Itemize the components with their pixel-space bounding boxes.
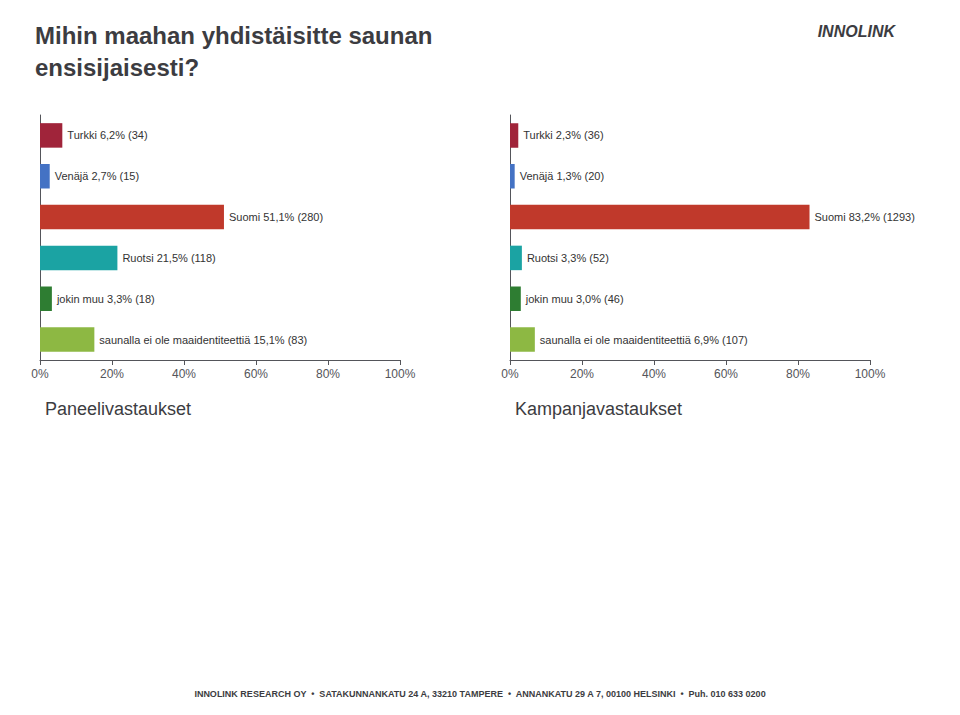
svg-text:INNOLINK RESEARCH OY • SATAK: INNOLINK RESEARCH OY • SATAKUNNANKATU 24…: [194, 689, 765, 699]
svg-text:ensisijaisesti?: ensisijaisesti?: [35, 54, 199, 81]
svg-text:100%: 100%: [385, 367, 416, 381]
svg-text:Suomi 51,1% (280): Suomi 51,1% (280): [229, 211, 323, 223]
svg-text:Kampanjavastaukset: Kampanjavastaukset: [515, 399, 682, 419]
svg-text:40%: 40%: [172, 367, 196, 381]
svg-text:INNOLINK: INNOLINK: [818, 23, 897, 40]
svg-text:saunalla ei ole maaidentiteett: saunalla ei ole maaidentiteettiä 6,9% (1…: [540, 334, 748, 346]
svg-text:Venäjä 2,7% (15): Venäjä 2,7% (15): [55, 170, 139, 182]
svg-text:80%: 80%: [786, 367, 810, 381]
svg-text:20%: 20%: [100, 367, 124, 381]
svg-text:80%: 80%: [316, 367, 340, 381]
svg-text:jokin muu 3,0% (46): jokin muu 3,0% (46): [525, 293, 624, 305]
svg-text:60%: 60%: [714, 367, 738, 381]
svg-text:Suomi 83,2% (1293): Suomi 83,2% (1293): [815, 211, 915, 223]
svg-text:Turkki 2,3% (36): Turkki 2,3% (36): [523, 129, 603, 141]
svg-text:60%: 60%: [244, 367, 268, 381]
svg-text:20%: 20%: [570, 367, 594, 381]
svg-text:Venäjä 1,3% (20): Venäjä 1,3% (20): [520, 170, 604, 182]
svg-text:saunalla ei ole maaidentiteett: saunalla ei ole maaidentiteettiä 15,1% (…: [99, 334, 307, 346]
svg-text:0%: 0%: [501, 367, 519, 381]
svg-text:Ruotsi 3,3% (52): Ruotsi 3,3% (52): [527, 252, 609, 264]
svg-text:jokin muu 3,3% (18): jokin muu 3,3% (18): [56, 293, 155, 305]
svg-text:Ruotsi 21,5% (118): Ruotsi 21,5% (118): [122, 252, 215, 264]
svg-text:40%: 40%: [642, 367, 666, 381]
svg-text:Paneelivastaukset: Paneelivastaukset: [45, 399, 191, 419]
svg-text:0%: 0%: [31, 367, 49, 381]
svg-text:Turkki 6,2% (34): Turkki 6,2% (34): [67, 129, 147, 141]
svg-text:100%: 100%: [855, 367, 886, 381]
svg-text:Mihin maahan yhdistäisitte sau: Mihin maahan yhdistäisitte saunan: [35, 22, 432, 49]
